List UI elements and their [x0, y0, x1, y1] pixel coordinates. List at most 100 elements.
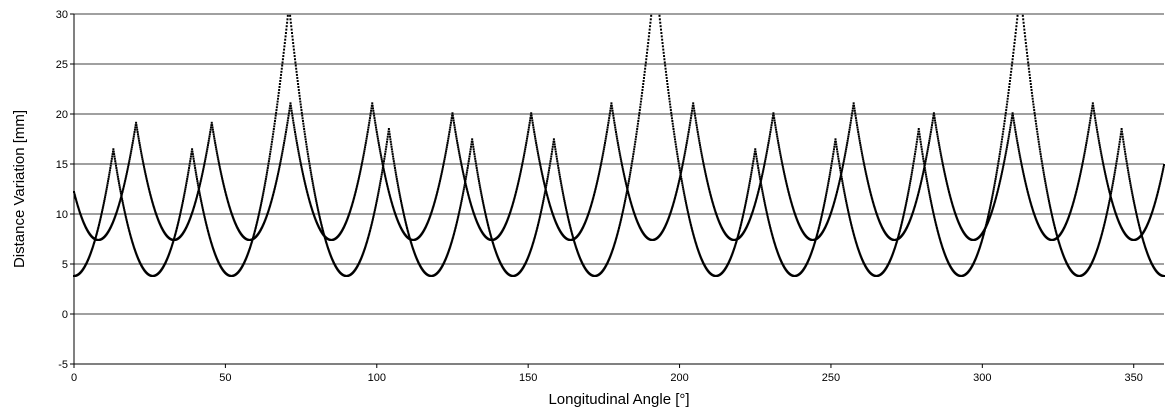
data-point [223, 187, 226, 190]
data-point [601, 156, 604, 159]
data-point [200, 203, 203, 206]
data-point [512, 202, 515, 205]
data-point [546, 177, 549, 180]
data-point [614, 238, 617, 241]
data-point [982, 235, 985, 238]
data-point [390, 200, 393, 203]
data-point [173, 235, 176, 238]
data-point [617, 229, 620, 232]
data-point [452, 117, 455, 120]
data-point [374, 124, 377, 127]
data-point [930, 201, 933, 204]
data-point [750, 214, 753, 217]
data-point [1022, 25, 1025, 28]
data-point [677, 157, 680, 160]
data-point [770, 124, 773, 127]
data-point [227, 203, 230, 206]
plot-area [73, 14, 1165, 277]
data-point [1003, 122, 1006, 125]
data-point [688, 124, 691, 127]
data-point [684, 201, 687, 204]
data-point [629, 199, 632, 202]
data-point [106, 184, 109, 187]
data-point [1129, 184, 1132, 187]
data-point [112, 148, 115, 151]
data-point [286, 121, 289, 124]
data-point [197, 189, 200, 192]
data-point [459, 203, 462, 206]
data-point [75, 199, 78, 202]
data-point [867, 181, 870, 184]
data-point [297, 152, 300, 155]
data-point [769, 227, 772, 229]
data-point [934, 222, 937, 225]
data-point [600, 162, 603, 165]
data-point [692, 102, 695, 105]
data-point [938, 235, 941, 238]
data-point [434, 196, 437, 199]
data-point [325, 243, 328, 246]
data-point [1138, 227, 1141, 229]
data-point [680, 169, 683, 172]
data-point [284, 38, 287, 41]
data-point [168, 252, 171, 255]
data-point [711, 202, 714, 205]
data-point [388, 130, 391, 133]
data-point [278, 167, 281, 170]
data-point [1113, 175, 1116, 178]
data-point [202, 167, 205, 170]
data-point [603, 144, 606, 147]
data-point [712, 206, 715, 209]
data-point [440, 171, 443, 174]
data-point [471, 209, 474, 212]
data-point [280, 70, 283, 73]
data-point [650, 14, 653, 17]
data-point [856, 246, 859, 249]
data-point [566, 214, 569, 217]
data-point [458, 210, 461, 213]
data-point [611, 249, 614, 252]
data-point [169, 250, 172, 253]
data-point [978, 246, 981, 249]
data-point [319, 220, 322, 223]
data-point [555, 153, 558, 156]
data-point [822, 207, 825, 210]
data-point [298, 91, 301, 94]
data-point [555, 155, 558, 158]
data-point [218, 165, 221, 168]
data-point [390, 202, 393, 205]
data-point [353, 193, 356, 196]
data-point [763, 164, 766, 166]
data-point [738, 229, 741, 232]
data-point [611, 107, 614, 110]
data-point [686, 210, 689, 213]
data-point [922, 157, 925, 160]
data-point [832, 150, 835, 153]
data-point [1031, 94, 1034, 97]
data-point [553, 140, 556, 143]
data-point [834, 196, 837, 199]
data-point [747, 188, 750, 191]
data-point [1041, 167, 1044, 169]
data-point [843, 190, 846, 193]
data-point [267, 208, 270, 211]
data-point [1013, 38, 1016, 41]
data-point [898, 231, 901, 234]
data-point [318, 215, 321, 218]
data-point [403, 214, 406, 217]
data-point [1028, 73, 1031, 76]
data-point [296, 146, 299, 149]
data-point [201, 205, 204, 208]
data-point [204, 220, 207, 223]
data-point [860, 150, 863, 153]
data-point [744, 203, 747, 206]
data-point [446, 144, 449, 147]
data-point [384, 150, 387, 153]
data-point [602, 150, 605, 153]
data-point [901, 220, 904, 223]
data-point [121, 200, 124, 202]
data-point [633, 213, 636, 216]
data-point [296, 79, 299, 82]
data-point [621, 214, 624, 217]
data-point [837, 155, 840, 158]
